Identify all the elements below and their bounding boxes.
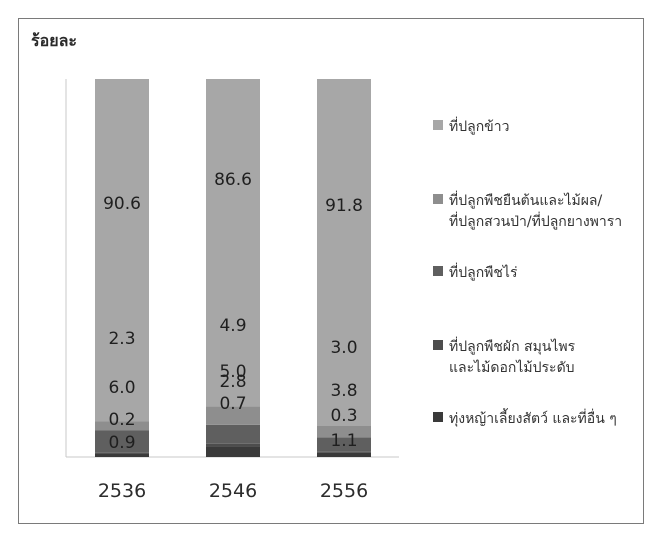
data-label-2536-1: 0.2 [108, 410, 135, 430]
bar-segment-2536-3 [95, 421, 149, 431]
legend-label-rice: ที่ปลูกข้าว [449, 119, 510, 135]
bar-segment-2546-0 [206, 446, 260, 457]
legend-label-perennial: ที่ปลูกพืชยืนต้นและไม้ผล/ ที่ปลูกสวนป่า/… [449, 193, 623, 230]
legend-swatch-field-crops [433, 266, 443, 276]
data-label-2546-2: 5.0 [219, 362, 246, 382]
bar-segment-2556-4 [317, 79, 371, 427]
x-tick-label-2556: 2556 [320, 480, 368, 502]
bar-segment-2556-1 [317, 451, 371, 453]
bar-segment-2536-4 [95, 79, 149, 422]
stacked-bar-chart: 2536 2546 2556 0.9 0.2 6.0 2.3 90.6 2.80.7 5.0 4.9… [65, 79, 399, 502]
legend-item-vegetables: ที่ปลูกพืชผัก สมุนไพร และไม้ดอกไม้ประดับ [433, 337, 575, 379]
data-label-2556-1: 0.3 [330, 406, 357, 426]
bar-segment-2536-0 [95, 453, 149, 457]
legend-item-field-crops: ที่ปลูกพืชไร่ [433, 263, 517, 284]
chart-frame: ร้อยละ 2536 2546 2556 0.9 0.2 6.0 2.3 90.6 2.8 0.… [18, 18, 644, 524]
data-label-2556-3: 3.0 [330, 338, 357, 358]
data-label-2536-3: 2.3 [108, 329, 135, 349]
legend-item-pasture: ทุ่งหญ้าเลี้ยงสัตว์ และที่อื่น ๆ [433, 409, 617, 430]
data-label-2536-4: 90.6 [103, 194, 141, 214]
bar-segment-2556-0 [317, 452, 371, 457]
legend-label-pasture: ทุ่งหญ้าเลี้ยงสัตว์ และที่อื่น ๆ [449, 411, 617, 427]
legend-swatch-pasture [433, 412, 443, 422]
data-label-2536-2: 6.0 [108, 378, 135, 398]
bar-segment-2536-1 [95, 452, 149, 454]
bar-segment-2556-2 [317, 437, 371, 452]
data-label-2546-3: 4.9 [219, 316, 246, 336]
bar-segment-2546-2 [206, 424, 260, 444]
x-tick-label-2546: 2546 [209, 480, 257, 502]
data-label-2556-2: 3.8 [330, 381, 357, 401]
legend-swatch-rice [433, 120, 443, 130]
legend-swatch-vegetables [433, 340, 443, 350]
legend-item-perennial: ที่ปลูกพืชยืนต้นและไม้ผล/ ที่ปลูกสวนป่า/… [433, 191, 622, 233]
data-label-2536-0: 0.9 [108, 433, 135, 453]
bar-segment-2556-3 [317, 426, 371, 438]
data-label-2556-4: 91.8 [325, 196, 363, 216]
legend-label-vegetables: ที่ปลูกพืชผัก สมุนไพร และไม้ดอกไม้ประดับ [449, 339, 576, 376]
bar-segment-2536-2 [95, 430, 149, 453]
y-axis-label: ร้อยละ [31, 31, 77, 50]
data-label-2556-0: 1.1 [330, 431, 357, 451]
bar-segment-2546-1 [206, 443, 260, 447]
bar-segment-2546-4 [206, 79, 260, 407]
legend-item-rice: ที่ปลูกข้าว [433, 117, 509, 138]
data-label-2546-4: 86.6 [214, 170, 252, 190]
data-label-2546-0: 2.8 [219, 372, 246, 392]
data-label-2546-1: 0.7 [219, 394, 246, 414]
bar-segment-2546-3 [206, 406, 260, 425]
x-tick-label-2536: 2536 [98, 480, 146, 502]
legend-swatch-perennial [433, 194, 443, 204]
legend-label-field-crops: ที่ปลูกพืชไร่ [449, 265, 518, 281]
